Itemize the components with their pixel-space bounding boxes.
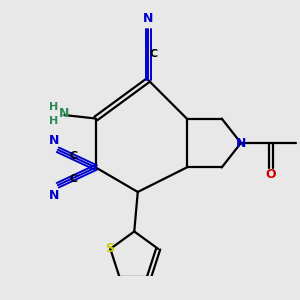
- Text: O: O: [265, 168, 276, 181]
- Text: H: H: [49, 102, 58, 112]
- Text: C: C: [69, 151, 77, 161]
- Text: N: N: [49, 134, 59, 147]
- Text: N: N: [236, 136, 246, 149]
- Text: H: H: [49, 116, 58, 126]
- Text: N: N: [143, 12, 153, 25]
- Text: C: C: [69, 174, 77, 184]
- Text: S: S: [105, 242, 114, 255]
- Text: N: N: [49, 189, 59, 202]
- Text: N: N: [58, 107, 69, 120]
- Text: C: C: [149, 49, 158, 59]
